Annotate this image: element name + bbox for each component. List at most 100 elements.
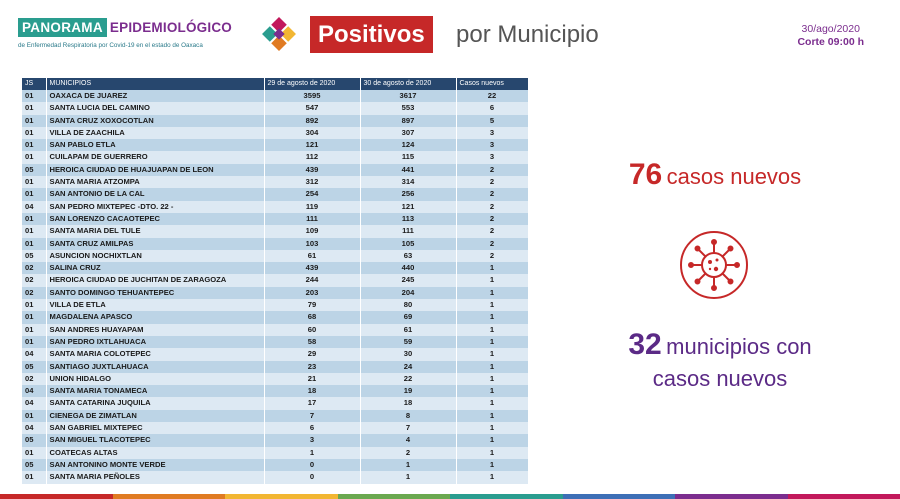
- table-row: 01 SAN ANTONIO DE LA CAL 254 256 2: [22, 188, 529, 201]
- cell-aug29: 111: [264, 212, 361, 226]
- table-row: 01 OAXACA DE JUAREZ 3595 3617 22: [22, 90, 529, 103]
- table-row: 01 VILLA DE ETLA 79 80 1: [22, 299, 529, 312]
- brand-title: PANORAMA EPIDEMIOLÓGICO: [18, 18, 294, 37]
- cell-municipio: OAXACA DE JUAREZ: [46, 90, 265, 103]
- cell-aug29: 3595: [264, 90, 361, 103]
- cell-new-cases: 2: [456, 200, 529, 213]
- col-js-header: JS: [22, 78, 47, 90]
- cell-js: 01: [22, 114, 47, 127]
- municipios-table-container: JS MUNICIPIOS 29 de agosto de 2020 30 de ag…: [22, 78, 529, 486]
- cell-new-cases: 2: [456, 188, 529, 201]
- cell-municipio: MAGDALENA APASCO: [46, 311, 265, 324]
- table-row: 05 SANTIAGO JUXTLAHUACA 23 24 1: [22, 360, 529, 373]
- cell-js: 02: [22, 274, 47, 287]
- table-row: 01 MAGDALENA APASCO 68 69 1: [22, 311, 529, 324]
- table-row: 01 SAN ANDRES HUAYAPAM 60 61 1: [22, 323, 529, 336]
- cell-js: 05: [22, 249, 47, 263]
- cell-municipio: CUILAPAM DE GUERRERO: [46, 151, 265, 164]
- cell-aug29: 6: [264, 422, 361, 435]
- col-aug29-header: 29 de agosto de 2020: [264, 78, 361, 90]
- cell-js: 05: [22, 360, 47, 373]
- cell-aug30: 111: [360, 225, 457, 238]
- table-header-row: JS MUNICIPIOS 29 de agosto de 2020 30 de ag…: [22, 78, 529, 90]
- cell-aug29: 58: [264, 335, 361, 349]
- cell-aug29: 439: [264, 163, 361, 177]
- cell-aug30: 69: [360, 311, 457, 324]
- cell-aug29: 3: [264, 434, 361, 447]
- cell-new-cases: 1: [456, 274, 529, 287]
- cell-aug29: 61: [264, 249, 361, 263]
- cell-aug30: 22: [360, 372, 457, 386]
- cell-new-cases: 1: [456, 385, 529, 398]
- cell-js: 01: [22, 323, 47, 336]
- cell-aug29: 23: [264, 360, 361, 373]
- cell-aug30: 30: [360, 348, 457, 361]
- cell-municipio: SANTA MARIA DEL TULE: [46, 225, 265, 238]
- cell-municipio: ASUNCION NOCHIXTLAN: [46, 249, 265, 263]
- cell-aug29: 547: [264, 102, 361, 115]
- cell-municipio: SALINA CRUZ: [46, 262, 265, 275]
- table-row: 01 COATECAS ALTAS 1 2 1: [22, 446, 529, 459]
- color-bar-segment: [0, 494, 113, 499]
- cell-municipio: SANTA CATARINA JUQUILA: [46, 397, 265, 410]
- cell-aug29: 68: [264, 311, 361, 324]
- cell-js: 01: [22, 225, 47, 238]
- table-row: 05 SAN ANTONINO MONTE VERDE 0 1 1: [22, 458, 529, 472]
- cell-new-cases: 1: [456, 409, 529, 423]
- cell-aug29: 892: [264, 114, 361, 127]
- color-bar-segment: [337, 494, 450, 499]
- cell-aug30: 61: [360, 323, 457, 336]
- cell-municipio: VILLA DE ETLA: [46, 299, 265, 312]
- new-cases-number: 76: [628, 158, 663, 191]
- cell-js: 01: [22, 409, 47, 423]
- table-row: 01 SANTA CRUZ AMILPAS 103 105 2: [22, 237, 529, 250]
- cell-municipio: SAN ANTONIO DE LA CAL: [46, 188, 265, 201]
- cell-aug30: 105: [360, 237, 457, 250]
- color-bar-segment: [225, 494, 338, 499]
- cell-aug30: 204: [360, 286, 457, 300]
- municipalities-label-1: municipios con: [666, 334, 812, 359]
- cell-new-cases: 1: [456, 286, 529, 300]
- table-row: 05 SAN MIGUEL TLACOTEPEC 3 4 1: [22, 434, 529, 447]
- cell-js: 01: [22, 90, 47, 103]
- cell-aug29: 203: [264, 286, 361, 300]
- cell-new-cases: 2: [456, 163, 529, 177]
- virus-icon: [680, 231, 748, 299]
- cell-new-cases: 2: [456, 249, 529, 263]
- cell-aug30: 24: [360, 360, 457, 373]
- table-row: 01 SANTA MARIA DEL TULE 109 111 2: [22, 225, 529, 238]
- cell-js: 01: [22, 188, 47, 201]
- brand-panorama: PANORAMA: [18, 18, 107, 37]
- cell-aug29: 17: [264, 397, 361, 410]
- cell-js: 01: [22, 311, 47, 324]
- cell-municipio: HEROICA CIUDAD DE HUAJUAPAN DE LEON: [46, 163, 265, 177]
- color-bar-segment: [112, 494, 225, 499]
- diamond-logo-icon: [262, 17, 296, 51]
- cell-aug30: 314: [360, 176, 457, 189]
- cell-municipio: SANTA MARIA PEÑOLES: [46, 471, 265, 484]
- col-new-cases-header: Casos nuevos: [456, 78, 529, 90]
- color-bar-segment: [450, 494, 563, 499]
- cell-municipio: SANTIAGO JUXTLAHUACA: [46, 360, 265, 373]
- cell-aug30: 121: [360, 200, 457, 213]
- cell-aug30: 1: [360, 471, 457, 484]
- cell-new-cases: 2: [456, 212, 529, 226]
- cell-js: 04: [22, 385, 47, 398]
- cell-new-cases: 6: [456, 102, 529, 115]
- cell-aug29: 79: [264, 299, 361, 312]
- table-row: 01 SANTA MARIA ATZOMPA 312 314 2: [22, 176, 529, 189]
- cell-new-cases: 1: [456, 397, 529, 410]
- cell-new-cases: 1: [456, 422, 529, 435]
- cell-new-cases: 1: [456, 458, 529, 472]
- cell-aug29: 29: [264, 348, 361, 361]
- report-cutoff: Corte 09:00 h: [797, 36, 864, 48]
- cell-aug29: 18: [264, 385, 361, 398]
- page-title-rest: por Municipio: [456, 21, 599, 48]
- cell-aug30: 7: [360, 422, 457, 435]
- cell-js: 04: [22, 348, 47, 361]
- cell-municipio: SAN GABRIEL MIXTEPEC: [46, 422, 265, 435]
- cell-js: 01: [22, 335, 47, 349]
- cell-new-cases: 2: [456, 237, 529, 250]
- cell-js: 04: [22, 200, 47, 213]
- cell-js: 05: [22, 458, 47, 472]
